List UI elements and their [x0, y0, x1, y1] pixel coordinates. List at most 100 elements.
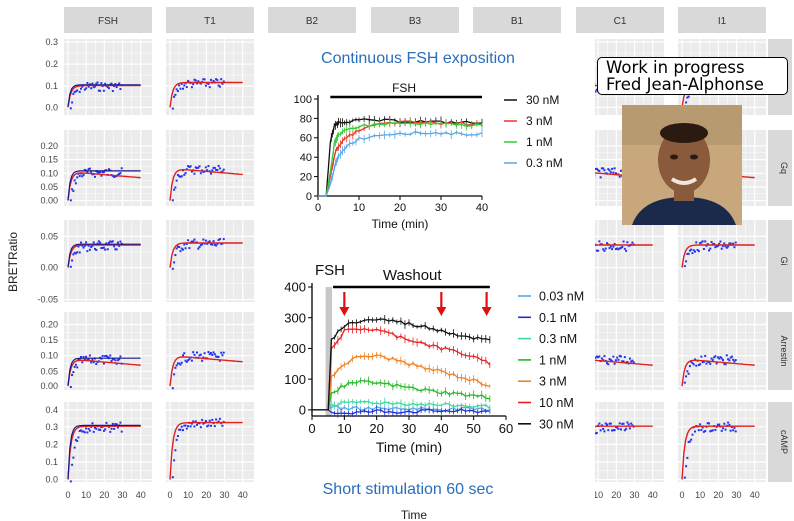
facet-data-point	[713, 356, 716, 359]
facet-data-point	[700, 429, 703, 432]
facet-data-point	[729, 429, 732, 432]
facet-data-point	[709, 247, 712, 250]
facet-data-point	[193, 172, 196, 175]
y-tick-label: 400	[284, 280, 306, 295]
facet-data-point	[212, 240, 215, 243]
facet-fit-line	[67, 424, 141, 479]
facet-data-point	[628, 427, 631, 430]
facet-panel	[64, 402, 152, 482]
facet-data-point	[95, 248, 98, 251]
facet-fit-line	[67, 243, 141, 267]
facet-data-point	[76, 89, 79, 92]
facet-data-point	[73, 179, 76, 182]
facet-data-point	[623, 356, 626, 359]
facet-data-point	[171, 476, 174, 479]
facet-y-tick: 0.2	[45, 439, 58, 449]
facet-data-point	[184, 359, 187, 362]
facet-data-point	[180, 247, 183, 250]
facet-data-point	[621, 360, 624, 363]
facet-y-tick: 0.10	[40, 351, 58, 361]
facet-data-point	[190, 170, 193, 173]
facet-data-point	[86, 431, 89, 434]
facet-data-point	[722, 427, 724, 430]
facet-data-point	[701, 240, 704, 243]
facet-data-point	[77, 245, 80, 248]
facet-data-point	[729, 356, 732, 359]
facet-data-point	[102, 429, 105, 432]
facet-data-point	[713, 242, 716, 245]
facet-data-point	[594, 90, 597, 93]
facet-data-point	[110, 240, 113, 243]
facet-column-strip	[166, 7, 254, 33]
facet-data-point	[199, 172, 202, 175]
facet-data-point	[210, 243, 212, 246]
facet-row-label: Gq	[779, 162, 789, 174]
facet-data-point	[185, 360, 188, 363]
facet-panel	[64, 39, 152, 115]
facet-data-point	[622, 240, 625, 243]
facet-data-point	[179, 428, 182, 431]
facet-data-point	[88, 248, 91, 251]
facet-data-point	[617, 358, 620, 361]
facet-x-label: Time	[401, 508, 428, 521]
facet-data-point	[595, 88, 598, 91]
facet-data-point	[176, 435, 179, 438]
facet-data-point	[606, 423, 608, 426]
facet-data-point	[716, 356, 719, 359]
facet-data-point	[207, 351, 210, 354]
facet-data-point	[87, 168, 90, 171]
facet-data-point	[207, 241, 210, 244]
facet-data-point	[171, 387, 174, 390]
facet-y-tick: 0.20	[40, 319, 58, 329]
facet-fit-line	[169, 421, 243, 480]
facet-data-point	[180, 361, 183, 364]
facet-data-point	[210, 424, 212, 427]
facet-data-point	[202, 78, 205, 81]
facet-data-point	[606, 362, 608, 365]
facet-x-tick: 30	[220, 490, 230, 500]
facet-data-point	[71, 188, 74, 191]
facet-data-point	[718, 357, 721, 360]
facet-data-point	[631, 359, 634, 362]
y-tick-label: 0	[306, 191, 312, 203]
facet-data-point	[708, 422, 710, 425]
facet-data-point	[603, 169, 606, 172]
facet-data-point	[724, 428, 727, 431]
facet-data-point	[95, 82, 98, 85]
facet-data-point	[215, 168, 218, 171]
facet-data-point	[217, 164, 220, 167]
facet-data-point	[182, 248, 184, 251]
facet-data-point	[612, 355, 615, 358]
facet-data-point	[627, 423, 630, 426]
facet-data-point	[110, 82, 113, 85]
facet-fit-line	[67, 170, 141, 200]
facet-data-point	[218, 238, 221, 241]
facet-data-point	[119, 355, 122, 358]
chart-background-cover	[265, 37, 595, 515]
facet-fit-line	[67, 425, 141, 480]
facet-data-point	[175, 88, 178, 91]
facet-data-point	[616, 356, 619, 359]
facet-data-point	[683, 476, 686, 479]
facet-data-point	[623, 429, 626, 432]
facet-fit-line	[681, 425, 755, 480]
facet-data-point	[173, 261, 176, 264]
facet-data-point	[630, 360, 633, 363]
facet-data-point	[78, 90, 81, 93]
facet-data-point	[86, 250, 89, 253]
x-tick-label: 20	[394, 202, 406, 214]
facet-row-strip	[768, 220, 792, 302]
facet-data-point	[210, 78, 212, 81]
facet-data-point	[74, 90, 77, 93]
facet-data-point	[215, 244, 218, 247]
facet-data-point	[683, 265, 686, 268]
facet-data-point	[115, 248, 118, 251]
facet-data-point	[730, 425, 733, 428]
facet-data-point	[118, 82, 121, 85]
facet-data-point	[72, 253, 75, 256]
facet-data-point	[188, 166, 191, 169]
washout-chart: 0 10 20 30 40 50 60 0 100 200 300 400 Time (min) Wash…	[284, 262, 584, 455]
facet-grid: FSH T1 B2 B3 B1 C1 I1 Gq Gi Arrestin cAMP 0 10 20 30 40…	[37, 7, 792, 515]
facet-data-point	[609, 358, 612, 361]
facet-data-point	[207, 165, 210, 168]
